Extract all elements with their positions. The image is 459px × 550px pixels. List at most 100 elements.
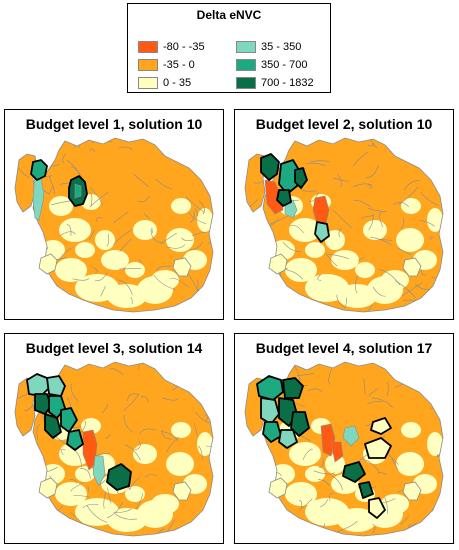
municipality-boundary [105, 434, 111, 439]
municipality-boundary [260, 518, 266, 524]
municipality-loss-1 [264, 179, 284, 215]
map-panel-4: Budget level 4, solution 17 [234, 333, 454, 544]
municipality-boundary [256, 461, 273, 469]
municipality-boundary [245, 499, 257, 506]
municipality-boundary [51, 200, 71, 206]
municipality-boundary [378, 239, 393, 241]
municipality-boundary [53, 186, 55, 195]
municipality-boundary [355, 275, 358, 294]
municipality-boundary [162, 397, 179, 401]
municipality-low [197, 208, 213, 232]
municipality-boundary [363, 378, 366, 394]
municipality-boundary [367, 143, 375, 147]
map-1 [14, 137, 214, 313]
municipality-boundary [166, 436, 180, 453]
selected-municipality-1 [30, 159, 48, 181]
municipality-low [305, 242, 325, 258]
municipality-boundary [336, 294, 346, 309]
municipality-boundary [118, 146, 133, 151]
municipality-boundary [69, 478, 77, 484]
municipality-boundary [153, 274, 176, 290]
selected-municipality-3 [276, 189, 292, 207]
selected-municipality-5 [262, 421, 282, 443]
municipality-low [95, 230, 115, 250]
municipality-boundary [418, 305, 437, 312]
municipality-boundary [26, 485, 38, 499]
municipality-low [401, 198, 421, 214]
municipality-boundary [103, 491, 107, 509]
municipality-low [133, 444, 157, 464]
municipality-boundary [143, 213, 151, 220]
selected-municipality-5 [44, 413, 62, 439]
municipality-boundary [35, 295, 43, 299]
municipality-boundary [353, 151, 369, 167]
municipality-boundary [100, 479, 107, 486]
municipality-boundary [41, 524, 57, 535]
legend-label-2: -35 - 0 [163, 59, 195, 71]
municipality-boundary [361, 215, 374, 220]
municipality-boundary [190, 211, 195, 223]
municipality-boundary [372, 523, 376, 534]
municipality-boundary [261, 538, 276, 544]
municipality-boundary [290, 225, 304, 234]
municipality-boundary [23, 497, 29, 502]
municipality-boundary [60, 448, 66, 455]
municipality-boundary [42, 306, 49, 312]
municipality-boundary [353, 199, 372, 208]
municipality-boundary [72, 278, 90, 281]
island-east [172, 481, 192, 501]
municipality-boundary [134, 440, 141, 450]
municipality-boundary [107, 487, 112, 504]
municipality-boundary [113, 229, 133, 246]
municipality-boundary [426, 156, 443, 169]
municipality-boundary [378, 268, 401, 286]
legend-label-1: -80 - -35 [163, 41, 205, 53]
map-panel-1: Budget level 1, solution 10 [4, 109, 224, 320]
municipality-boundary [296, 373, 315, 376]
municipality-boundary [258, 225, 272, 237]
legend-swatch-6 [236, 77, 256, 89]
municipality-boundary [442, 426, 443, 432]
municipality-low [101, 250, 129, 270]
municipality-low [81, 418, 101, 434]
municipality-boundary [89, 187, 103, 206]
municipality-boundary [156, 265, 172, 271]
selected-municipality-8 [364, 437, 392, 459]
municipality-boundary [92, 266, 98, 273]
municipality-low [325, 230, 345, 250]
municipality-boundary [48, 141, 54, 159]
municipality-boundary [198, 200, 205, 215]
municipality-boundary [384, 497, 388, 514]
panel-title-4: Budget level 4, solution 17 [255, 340, 433, 356]
island-east [402, 481, 422, 501]
municipality-low [166, 452, 194, 476]
municipality-boundary [369, 138, 378, 148]
municipality-low [171, 422, 191, 438]
municipality-boundary [336, 520, 358, 533]
municipality-boundary [261, 457, 275, 467]
municipality-low [289, 442, 321, 466]
municipality-boundary [140, 396, 149, 403]
municipality-low [133, 220, 157, 240]
municipality-boundary [378, 472, 388, 475]
municipality-boundary [135, 493, 143, 510]
municipality-low [381, 494, 409, 514]
municipality-boundary [443, 266, 454, 267]
municipality-boundary [262, 366, 272, 375]
municipality-boundary [130, 297, 133, 305]
selected-municipality-3 [34, 393, 52, 415]
selected-municipality-3 [260, 397, 280, 425]
municipality-boundary [386, 381, 389, 396]
municipality-boundary [371, 397, 393, 409]
selected-municipality-1 [260, 153, 280, 181]
municipality-boundary [395, 280, 416, 298]
municipality-boundary [318, 479, 330, 487]
municipality-boundary [70, 482, 84, 492]
municipality-boundary [328, 368, 332, 385]
municipality-boundary [333, 530, 336, 536]
selected-municipality-2 [46, 375, 66, 397]
municipality-boundary [70, 383, 79, 402]
selected-municipality-1 [256, 375, 284, 401]
municipality-boundary [117, 490, 123, 494]
municipality-low [75, 242, 95, 258]
